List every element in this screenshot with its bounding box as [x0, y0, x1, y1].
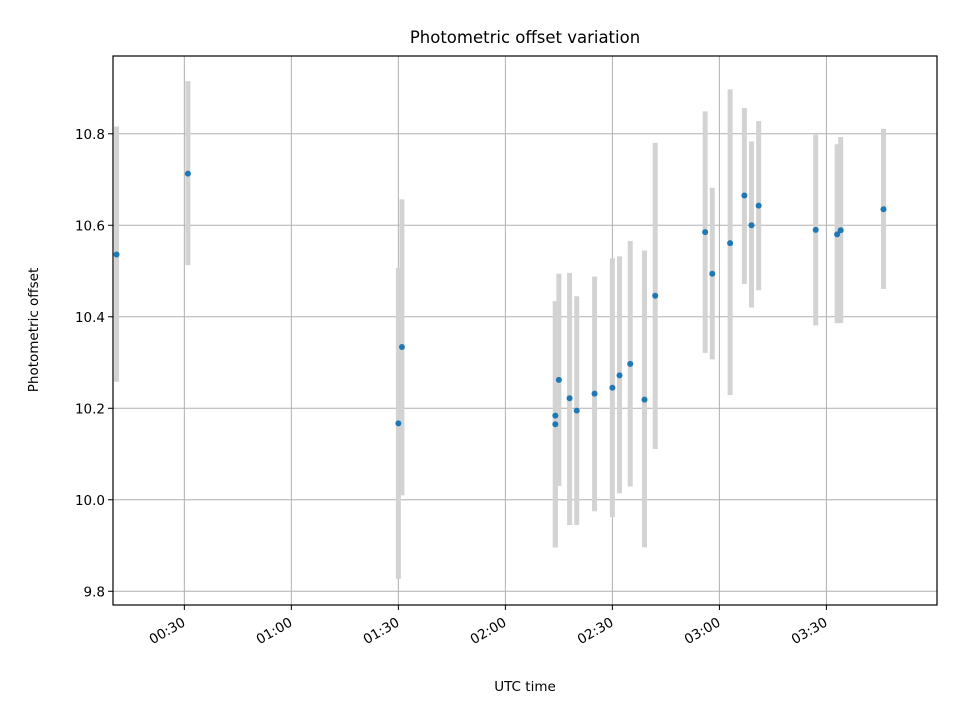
- data-point: [398, 343, 405, 350]
- data-point: [113, 251, 120, 258]
- data-point: [616, 372, 623, 379]
- data-point: [552, 421, 559, 428]
- data-point: [184, 170, 191, 177]
- data-point: [812, 226, 819, 233]
- data-point: [652, 292, 659, 299]
- data-point: [880, 206, 887, 213]
- data-point: [609, 384, 616, 391]
- data-point: [552, 412, 559, 419]
- data-point: [591, 390, 598, 397]
- y-axis-ticks: 9.8 10.0 10.2 10.4 10.6 10.8: [75, 127, 113, 600]
- data-point: [834, 231, 841, 238]
- data-point: [702, 229, 709, 236]
- y-tick-label: 10.8: [75, 127, 105, 143]
- plot-frame: [112, 55, 938, 606]
- data-point: [755, 202, 762, 209]
- y-tick-label: 10.4: [75, 310, 105, 326]
- data-point: [709, 270, 716, 277]
- y-tick-label: 10.6: [75, 218, 105, 234]
- data-point: [641, 396, 648, 403]
- y-axis-label: Photometric offset: [26, 268, 42, 392]
- chart-title: Photometric offset variation: [410, 28, 640, 47]
- data-point: [555, 376, 562, 383]
- y-tick-label: 10.0: [75, 493, 105, 509]
- data-point: [837, 227, 844, 234]
- y-tick-label: 10.2: [75, 401, 105, 417]
- y-tick-label: 9.8: [84, 584, 105, 600]
- x-axis-label: UTC time: [494, 679, 556, 695]
- data-point: [627, 360, 634, 367]
- data-points: [113, 170, 887, 428]
- data-point: [395, 420, 402, 427]
- data-point: [573, 407, 580, 414]
- data-point: [748, 222, 755, 229]
- data-point: [727, 240, 734, 247]
- data-point: [566, 395, 573, 402]
- data-point: [741, 192, 748, 199]
